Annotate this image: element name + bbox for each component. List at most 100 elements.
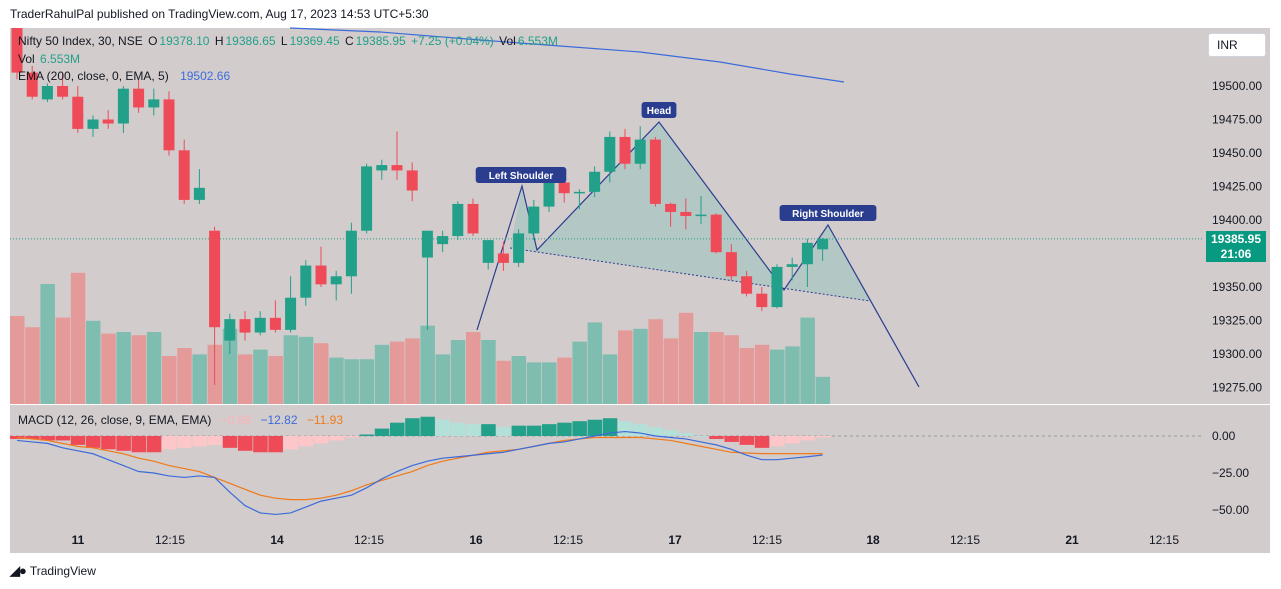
candle-body [680,211,692,216]
open-value: 19378.10 [159,34,210,48]
volume-bar [709,332,724,404]
vol-label: Vol [499,34,516,48]
volume-bar [101,333,116,404]
volume-bar [146,332,162,404]
price-axis-label: 19450.00 [1212,146,1262,160]
volume-bar [785,346,800,404]
volume-bar [86,320,101,404]
volume-bar [253,349,268,404]
volume-bar [633,328,648,404]
volume-bar [131,335,147,404]
volume-bar [815,376,831,404]
volume-bar [739,348,755,404]
pattern-label-bg [641,102,677,118]
footer: ◢● TradingView [10,563,96,579]
pattern-label-bg [779,205,877,221]
volume-row-value: 6.553M [40,52,81,66]
macd-histogram-bar [709,436,724,439]
macd-histogram-bar [207,436,223,445]
time-axis-label: 14 [270,533,284,547]
macd-histogram-bar [344,436,359,438]
volume-bar [663,338,679,404]
volume-bar [450,340,466,404]
last-price-tag: 19385.95 21:06 [1206,231,1266,262]
macd-histogram-bar [724,436,739,442]
candle-body [482,240,494,263]
volume-bar [602,354,618,404]
low-value: 19369.45 [289,34,340,48]
candle-body [41,86,53,100]
footer-logo-text[interactable]: TradingView [29,564,96,578]
volume-row-label[interactable]: Vol [18,52,35,66]
candle-body [573,191,585,194]
candle-body [224,319,236,341]
volume-bar [678,312,694,404]
macd-histogram-bar [770,436,785,447]
candle-body [437,236,449,245]
candle-body [391,165,403,171]
macd-hist-value: −0.89 [220,413,252,427]
candle-body [285,297,297,330]
macd-histogram-bar [192,436,207,447]
volume-bar [283,335,299,404]
candle-body [801,242,813,265]
pattern-fill [510,122,870,301]
macd-histogram-bar [253,436,268,453]
price-axis-label: 19350.00 [1212,280,1262,294]
tradingview-logo-icon[interactable]: ◢● [10,563,27,578]
candle-body [269,317,281,330]
macd-histogram-bar [162,436,177,450]
macd-histogram-bar [359,434,375,436]
candle-body [695,214,707,217]
candle-body [589,171,601,192]
volume-bar [55,317,71,404]
volume-bar [587,322,603,404]
volume-bar [344,359,359,404]
close-value: 19385.95 [355,34,406,48]
price-axis-label: 19500.00 [1212,79,1262,93]
candle-body [254,317,266,333]
time-axis-label: 12:15 [752,533,782,547]
volume-bar [618,330,633,404]
candle-body [376,165,388,171]
macd-histogram-bar [572,421,587,436]
candle-body [543,182,555,207]
price-axis-label: 19300.00 [1212,347,1262,361]
macd-histogram-bar [435,419,451,436]
time-axis-label: 12:15 [1149,533,1179,547]
currency-button[interactable]: INR [1208,33,1266,57]
candle-body [102,119,114,124]
macd-line [16,430,823,516]
volume-bar [238,354,253,404]
candle-body [619,136,631,164]
volume-bar [314,343,329,404]
price-axis-label: 19325.00 [1212,314,1262,328]
macd-axis-label: −25.00 [1212,466,1249,480]
volume-bar [694,332,709,404]
time-axis-label: 12:15 [553,533,583,547]
macd-histogram-bar [329,436,344,441]
macd-histogram-bar [678,433,694,436]
symbol-label[interactable]: Nifty 50 Index, 30, NSE [18,34,143,48]
pattern-label: Left Shoulder [489,171,554,182]
volume-bar [390,341,405,404]
macd-histogram-bar [40,436,55,441]
candle-body [163,99,175,151]
volume-bar [435,354,451,404]
candle-body [771,266,783,308]
candle-body [117,88,129,124]
volume-bar [192,354,207,404]
volume-bar [420,325,435,404]
macd-histogram-bar [177,436,192,448]
candle-body [406,170,418,191]
pattern-label-bg [475,167,567,183]
head-shoulders-line [476,121,920,388]
volume-bar [405,338,420,404]
high-value: 19386.65 [225,34,276,48]
macd-label[interactable]: MACD (12, 26, close, 9, EMA, EMA) [18,413,212,427]
macd-histogram-bar [222,436,238,448]
ema-label[interactable]: EMA (200, close, 0, EMA, 5) [18,69,169,83]
candle-body [209,230,221,328]
macd-histogram-bar [557,422,572,436]
